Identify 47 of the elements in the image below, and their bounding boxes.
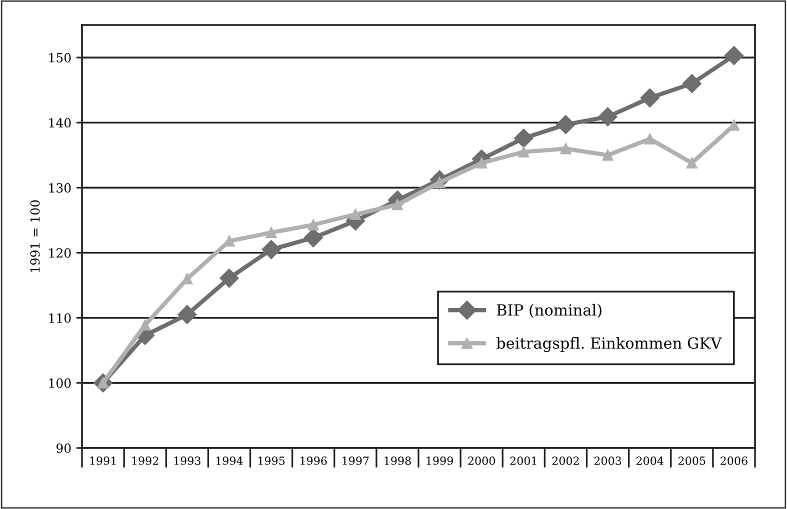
y-axis-title: 1991 = 100 <box>30 200 40 272</box>
point <box>682 74 702 94</box>
y-tick-label: 130 <box>49 183 71 193</box>
y-tick-label: 120 <box>49 248 71 258</box>
point <box>560 143 572 154</box>
x-tick-label: 2001 <box>510 456 536 465</box>
y-tick-label: 140 <box>49 118 71 128</box>
x-tick-label: 1999 <box>426 456 453 465</box>
point <box>392 199 404 210</box>
y-tick-label: 110 <box>49 313 71 323</box>
point <box>644 133 656 144</box>
point <box>598 107 618 126</box>
x-tick-label: 1998 <box>384 456 411 465</box>
x-tick-label: 2004 <box>636 456 664 465</box>
point <box>518 146 530 158</box>
x-tick-label: 1996 <box>300 456 327 465</box>
point <box>602 150 614 161</box>
x-tick-label: 2002 <box>552 456 579 465</box>
x-tick-label: 2006 <box>720 456 748 465</box>
point <box>182 273 193 284</box>
x-tick-label: 2000 <box>468 456 495 465</box>
x-tick-label: 1995 <box>258 456 285 465</box>
point <box>262 240 281 260</box>
point <box>556 115 576 134</box>
x-tick-label: 2003 <box>594 456 622 465</box>
legend-label: beitragspfl. Einkommen GKV <box>496 336 722 352</box>
point <box>304 228 323 248</box>
x-tick-label: 1994 <box>216 456 243 465</box>
point <box>350 208 361 220</box>
point <box>724 46 744 66</box>
point <box>640 88 660 108</box>
point <box>686 157 698 169</box>
x-tick-label: 2005 <box>678 456 706 465</box>
point <box>220 268 239 288</box>
legend-label: BIP (nominal) <box>496 304 602 318</box>
x-tick-label: 1993 <box>174 456 200 465</box>
x-tick-label: 1992 <box>132 456 158 465</box>
point <box>266 227 277 238</box>
x-tick-label: 1997 <box>342 456 369 465</box>
x-tick-label: 1991 <box>90 456 116 465</box>
point <box>308 219 319 230</box>
y-tick-label: 150 <box>49 53 71 62</box>
point <box>140 319 151 331</box>
point <box>514 128 534 148</box>
y-tick-label: 90 <box>56 443 71 453</box>
point <box>178 305 197 324</box>
y-tick-label: 100 <box>49 378 71 388</box>
